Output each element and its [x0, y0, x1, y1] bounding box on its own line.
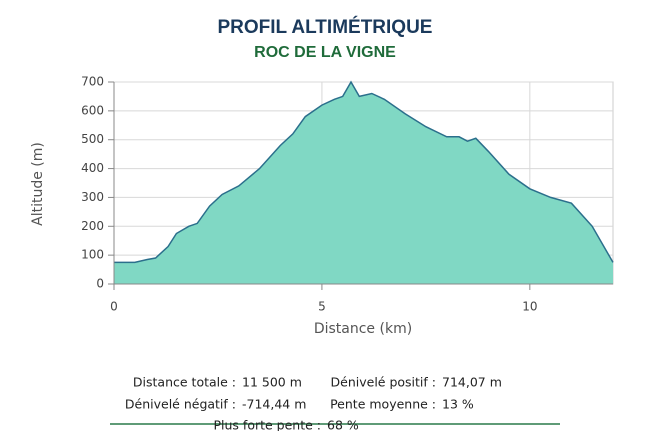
chart-subtitle: ROC DE LA VIGNE: [254, 44, 396, 61]
x-tick-label: 0: [110, 300, 118, 314]
y-tick-label: 0: [96, 277, 104, 291]
y-tick-label: 600: [81, 103, 104, 117]
stat-label: Distance totale :: [133, 375, 236, 390]
y-tick-label: 500: [81, 132, 104, 146]
x-tick-label: 10: [522, 300, 537, 314]
stat-value: 714,07 m: [442, 375, 502, 390]
stat-value: 68 %: [327, 418, 359, 431]
area: [114, 82, 613, 284]
x-axis-label: Distance (km): [314, 321, 412, 337]
x-tick-label: 5: [318, 300, 326, 314]
stat-label: Plus forte pente :: [214, 418, 322, 431]
y-tick-label: 400: [81, 161, 104, 175]
stat-value: 13 %: [442, 397, 474, 412]
y-axis-label: Altitude (m): [30, 142, 46, 226]
stat-label: Dénivelé positif :: [331, 375, 436, 390]
stat-label: Dénivelé négatif :: [125, 397, 236, 412]
y-tick-label: 100: [81, 248, 104, 262]
stat-value: 11 500 m: [242, 375, 302, 390]
stat-label: Pente moyenne :: [330, 397, 436, 412]
line: [114, 80, 614, 264]
stat-value: -714,44 m: [242, 397, 306, 412]
chart-title: PROFIL ALTIMÉTRIQUE: [218, 16, 433, 38]
y-tick-label: 300: [81, 190, 104, 204]
y-tick-label: 700: [81, 75, 104, 89]
y-tick-label: 200: [81, 219, 104, 233]
